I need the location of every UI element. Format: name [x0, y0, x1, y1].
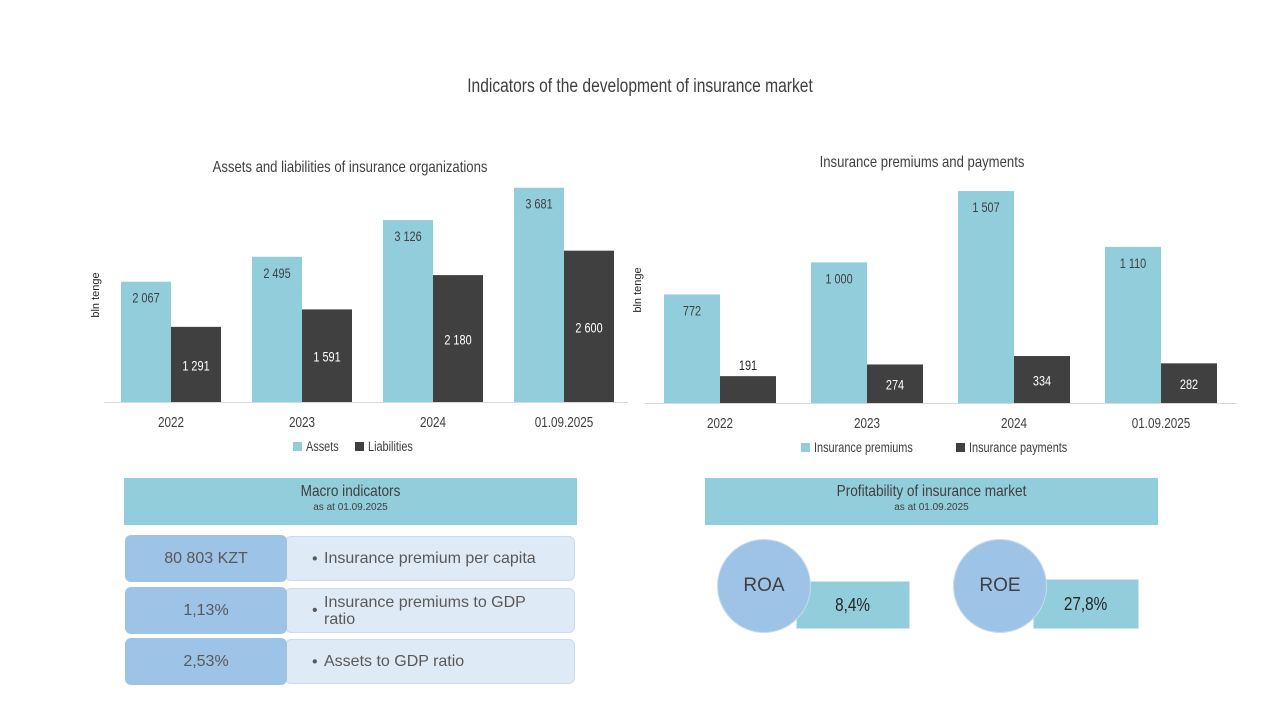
macro-value: 80 803 KZT: [125, 535, 287, 582]
data-label: 2 180: [444, 332, 471, 348]
y-axis-label: bln tenge: [632, 267, 644, 312]
bar-insurance-premiums: [1105, 246, 1161, 403]
data-label: 274: [886, 377, 904, 393]
roe-value-box: 27,8%: [1033, 579, 1139, 629]
macro-indicators-title: Macro indicators: [300, 483, 401, 500]
roa-circle: ROA: [717, 539, 811, 633]
legend-swatch: [956, 443, 965, 452]
roa-value-box: 8,4%: [796, 581, 910, 629]
data-label: 1 591: [313, 349, 340, 365]
x-tick-label: 2024: [420, 414, 446, 431]
profitability-subtitle: as at 01.09.2025: [894, 502, 969, 513]
bar-assets: [252, 256, 302, 402]
bar-insurance-premiums: [958, 191, 1014, 403]
legend-swatch: [355, 442, 364, 451]
legend-swatch: [801, 443, 810, 452]
x-tick-label: 01.09.2025: [1132, 415, 1191, 432]
bar-insurance-payments: [867, 364, 923, 403]
bar-liabilities: [171, 326, 221, 402]
assets-liabilities-chart-svg: Assets and liabilities of insurance orga…: [90, 159, 628, 455]
bullet-icon: •: [312, 550, 318, 567]
macro-label: Insurance premium per capita: [324, 550, 536, 567]
x-tick-label: 2023: [289, 414, 315, 431]
chart-title: Assets and liabilities of insurance orga…: [213, 159, 488, 176]
roe-value: 27,8%: [1064, 593, 1108, 614]
x-tick-label: 2022: [158, 414, 184, 431]
data-label: 334: [1033, 373, 1051, 389]
bar-liabilities: [564, 250, 614, 402]
data-label: 2 600: [575, 320, 602, 336]
legend-swatch: [293, 442, 302, 451]
x-tick-label: 2024: [1001, 415, 1027, 432]
x-tick-label: 2022: [707, 415, 733, 432]
data-label: 2 067: [132, 290, 159, 306]
profitability-title: Profitability of insurance market: [836, 483, 1027, 500]
legend-label: Insurance premiums: [814, 440, 913, 456]
bar-insurance-payments: [1014, 356, 1070, 403]
bar-insurance-premiums: [664, 294, 720, 403]
bar-insurance-payments: [720, 376, 776, 403]
bar-assets: [514, 187, 564, 402]
bar-insurance-premiums: [811, 262, 867, 403]
macro-label-box: • Insurance premiums to GDP ratio: [285, 588, 575, 633]
data-label: 282: [1180, 377, 1198, 393]
macro-row: 1,13% • Insurance premiums to GDP ratio: [125, 587, 577, 634]
macro-row: 2,53% • Assets to GDP ratio: [125, 638, 577, 685]
macro-value: 1,13%: [125, 587, 287, 634]
roe-circle: ROE: [953, 539, 1047, 633]
bullet-icon: •: [312, 653, 318, 670]
data-label: 3 681: [525, 196, 552, 212]
bar-liabilities: [302, 309, 352, 402]
legend-label: Assets: [306, 439, 339, 455]
x-tick-label: 2023: [854, 415, 880, 432]
data-label: 1 110: [1120, 256, 1147, 272]
data-label: 1 291: [182, 358, 209, 374]
macro-label-box: • Insurance premium per capita: [285, 536, 575, 581]
bar-insurance-payments: [1161, 363, 1217, 403]
legend-label: Liabilities: [368, 439, 413, 455]
premiums-payments-chart: Insurance premiums and payments bln tenge…: [625, 140, 1250, 475]
macro-label: Assets to GDP ratio: [324, 653, 465, 670]
macro-label-box: • Assets to GDP ratio: [285, 639, 575, 684]
data-label: 1 000: [825, 271, 852, 287]
data-label: 2 495: [263, 266, 290, 282]
data-label: 191: [739, 358, 757, 374]
macro-label: Insurance premiums to GDP ratio: [324, 593, 526, 628]
bar-assets: [383, 220, 433, 402]
x-tick-label: 01.09.2025: [535, 414, 594, 431]
bar-liabilities: [433, 275, 483, 402]
chart-title: Insurance premiums and payments: [820, 154, 1025, 171]
macro-row: 80 803 KZT • Insurance premium per capit…: [125, 535, 577, 582]
assets-liabilities-chart: Assets and liabilities of insurance orga…: [80, 140, 640, 475]
bullet-icon: •: [312, 602, 318, 619]
data-label: 772: [683, 303, 701, 319]
legend-label: Insurance payments: [969, 440, 1067, 456]
profitability-header: Profitability of insurance market as at …: [705, 478, 1158, 525]
macro-value: 2,53%: [125, 638, 287, 685]
macro-indicators-subtitle: as at 01.09.2025: [313, 502, 388, 513]
roa-value: 8,4%: [835, 594, 871, 615]
macro-indicators-header: Macro indicators as at 01.09.2025: [124, 478, 577, 525]
bar-assets: [121, 281, 171, 402]
data-label: 3 126: [394, 229, 421, 245]
y-axis-label: bln tenge: [90, 272, 102, 317]
premiums-payments-chart-svg: Insurance premiums and payments bln tenge…: [632, 154, 1237, 456]
data-label: 1 507: [972, 200, 999, 216]
page-title: Indicators of the development of insuran…: [467, 76, 813, 97]
